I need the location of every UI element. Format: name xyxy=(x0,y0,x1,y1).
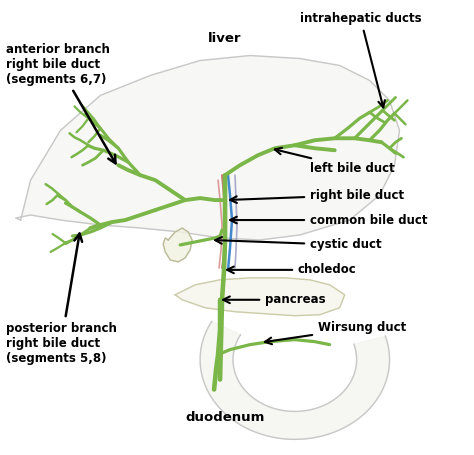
Text: Wirsung duct: Wirsung duct xyxy=(265,321,406,344)
Polygon shape xyxy=(16,56,400,240)
Text: anterior branch
right bile duct
(segments 6,7): anterior branch right bile duct (segment… xyxy=(6,43,116,163)
Text: posterior branch
right bile duct
(segments 5,8): posterior branch right bile duct (segmen… xyxy=(6,233,117,365)
Polygon shape xyxy=(175,278,345,316)
Text: intrahepatic ducts: intrahepatic ducts xyxy=(300,12,421,107)
Polygon shape xyxy=(163,228,192,262)
Text: liver: liver xyxy=(208,32,242,45)
Text: pancreas: pancreas xyxy=(223,293,326,306)
Text: left bile duct: left bile duct xyxy=(275,148,394,175)
Text: cystic duct: cystic duct xyxy=(215,237,382,252)
Text: common bile duct: common bile duct xyxy=(230,213,427,227)
Polygon shape xyxy=(200,321,390,440)
Text: choledoc: choledoc xyxy=(227,263,356,276)
Text: right bile duct: right bile duct xyxy=(230,189,404,203)
Text: duodenum: duodenum xyxy=(185,411,264,424)
